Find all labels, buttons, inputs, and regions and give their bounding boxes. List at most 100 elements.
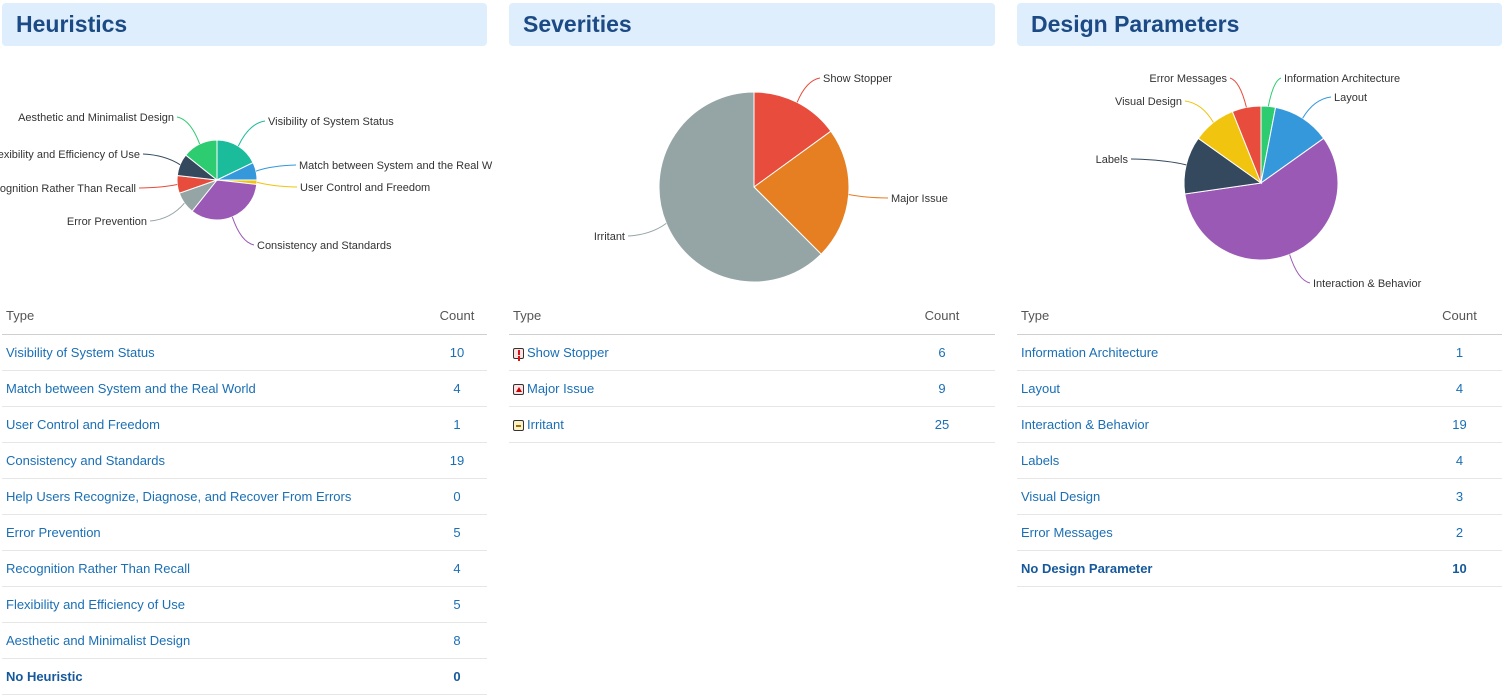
count-link[interactable]: 5 (453, 597, 461, 612)
pie-slice[interactable] (191, 179, 258, 221)
panel-header: Heuristics (2, 3, 487, 46)
count-cell: 10 (427, 334, 487, 371)
type-link[interactable]: Flexibility and Efficiency of Use (6, 597, 185, 612)
type-link[interactable]: Layout (1021, 381, 1061, 396)
count-cell: 3 (1417, 478, 1502, 515)
table-row: Visibility of System Status 10 (2, 334, 487, 371)
pie-slice-label: Information Architecture (1284, 73, 1400, 85)
pie-slice[interactable] (1231, 105, 1262, 184)
table-row: Aesthetic and Minimalist Design 8 (2, 622, 487, 659)
count-cell: 5 (427, 514, 487, 551)
type-cell: User Control and Freedom (2, 406, 427, 443)
count-link[interactable]: 19 (449, 453, 465, 468)
type-link[interactable]: Irritant (527, 417, 564, 432)
pie-slice[interactable] (216, 139, 254, 181)
table-header-row: Type Count (509, 297, 995, 335)
count-link[interactable]: 25 (934, 417, 950, 432)
count-cell: 0 (427, 478, 487, 515)
table-row: Flexibility and Efficiency of Use 5 (2, 586, 487, 623)
pie-slice[interactable] (1260, 106, 1325, 185)
type-column-header[interactable]: Type (1017, 297, 1417, 335)
count-link[interactable]: 4 (1455, 381, 1464, 396)
pie-slice-label: Recognition Rather Than Recall (0, 183, 136, 195)
table-row: Consistency and Standards 19 (2, 442, 487, 479)
table-row: Error Messages 2 (1017, 514, 1502, 551)
count-cell: 4 (1417, 442, 1502, 479)
count-column-header[interactable]: Count (1417, 297, 1502, 335)
table-row: No Heuristic 0 (2, 658, 487, 695)
table-row: Visual Design 3 (1017, 478, 1502, 515)
type-link[interactable]: No Design Parameter (1021, 561, 1153, 576)
type-link[interactable]: No Heuristic (6, 669, 83, 684)
count-link[interactable]: 9 (938, 381, 946, 396)
type-link[interactable]: Visual Design (1021, 489, 1101, 504)
count-link[interactable]: 0 (453, 669, 461, 684)
pie-connector (138, 183, 178, 189)
pie-connector (848, 193, 889, 199)
count-column-header[interactable]: Count (427, 297, 487, 335)
type-link[interactable]: Information Architecture (1021, 345, 1159, 360)
count-link[interactable]: 0 (453, 489, 461, 504)
pie-slice-label: Visibility of System Status (268, 116, 394, 128)
count-link[interactable]: 1 (453, 417, 461, 432)
type-link[interactable]: Labels (1021, 453, 1060, 468)
count-link[interactable]: 3 (1455, 489, 1464, 504)
type-link[interactable]: Interaction & Behavior (1021, 417, 1149, 432)
count-link[interactable]: 19 (1452, 417, 1467, 432)
count-link[interactable]: 4 (1455, 453, 1464, 468)
type-link[interactable]: Recognition Rather Than Recall (6, 561, 191, 576)
type-link[interactable]: Aesthetic and Minimalist Design (6, 633, 191, 648)
type-link[interactable]: Match between System and the Real World (6, 381, 256, 396)
type-cell: No Heuristic (2, 658, 427, 695)
pie-slice[interactable] (185, 139, 218, 182)
severities-pie-chart: Show Stopper Major Issue Irritant (594, 73, 948, 283)
count-link[interactable]: 10 (1452, 561, 1467, 576)
count-link[interactable]: 10 (449, 345, 465, 360)
count-link[interactable]: 4 (453, 561, 461, 576)
count-cell: 8 (427, 622, 487, 659)
type-cell: Match between System and the Real World (2, 370, 427, 407)
count-link[interactable]: 8 (453, 633, 461, 648)
count-cell: 4 (1417, 370, 1502, 407)
pie-slice[interactable] (1183, 137, 1263, 195)
pie-connector (1302, 96, 1332, 119)
pie-connector (1229, 77, 1247, 108)
count-link[interactable]: 4 (453, 381, 461, 396)
heuristics-table: Type Count Visibility of System Status 10… (2, 297, 487, 695)
type-column-header[interactable]: Type (2, 297, 427, 335)
type-link[interactable]: Consistency and Standards (6, 453, 165, 468)
count-cell: 1 (427, 406, 487, 443)
type-cell: Interaction & Behavior (1017, 406, 1417, 443)
show-stopper-icon (513, 348, 524, 359)
table-row: Irritant 25 (509, 406, 995, 443)
type-link[interactable]: Error Prevention (6, 525, 101, 540)
pie-connector (1184, 100, 1214, 123)
type-link[interactable]: User Control and Freedom (6, 417, 160, 432)
type-cell: Layout (1017, 370, 1417, 407)
type-link[interactable]: Help Users Recognize, Diagnose, and Reco… (6, 489, 352, 504)
type-link[interactable]: Show Stopper (527, 345, 609, 360)
table-row: Show Stopper 6 (509, 334, 995, 371)
count-column-header[interactable]: Count (889, 297, 995, 335)
type-column-header[interactable]: Type (509, 297, 889, 335)
severities-table: Type Count Show Stopper 6 Major Issue 9 Irri… (509, 297, 995, 443)
table-row: User Control and Freedom 1 (2, 406, 487, 443)
pie-slice-label: Show Stopper (823, 73, 892, 85)
pie-slice-label: User Control and Freedom (300, 182, 430, 194)
pie-slice[interactable] (1184, 137, 1339, 261)
count-link[interactable]: 6 (938, 345, 946, 360)
type-cell: Visual Design (1017, 478, 1417, 515)
count-link[interactable]: 1 (1455, 345, 1464, 360)
type-link[interactable]: Error Messages (1021, 525, 1113, 540)
count-cell: 5 (427, 586, 487, 623)
type-link[interactable]: Visibility of System Status (6, 345, 155, 360)
pie-slice[interactable] (753, 130, 850, 255)
design-parameters-pie-chart: Information Architecture Layout Interactio… (1096, 73, 1422, 290)
count-link[interactable]: 2 (1455, 525, 1464, 540)
count-link[interactable]: 5 (453, 525, 461, 540)
pie-connector (627, 222, 667, 237)
type-cell: Aesthetic and Minimalist Design (2, 622, 427, 659)
type-cell: Information Architecture (1017, 334, 1417, 371)
pie-connector (142, 153, 181, 166)
type-link[interactable]: Major Issue (527, 381, 595, 396)
